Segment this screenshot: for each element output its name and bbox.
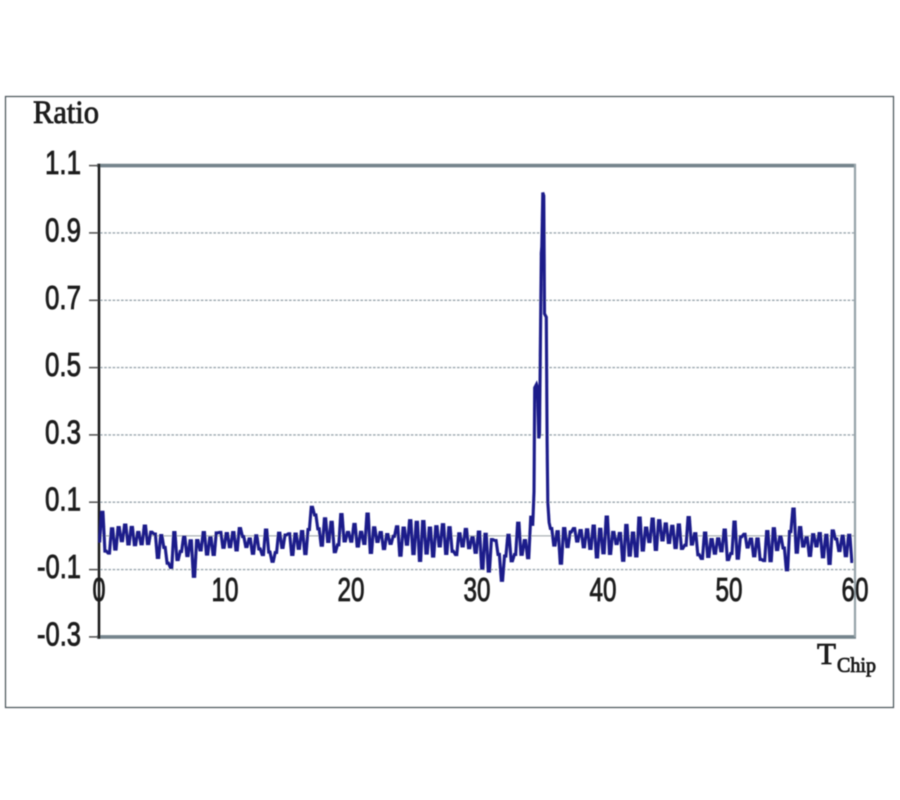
svg-text:10: 10 [212, 571, 239, 608]
svg-text:20: 20 [338, 571, 365, 608]
svg-text:-0.1: -0.1 [37, 548, 81, 585]
svg-text:0: 0 [93, 571, 106, 608]
svg-text:Chip: Chip [837, 653, 876, 677]
svg-text:0.1: 0.1 [45, 481, 81, 518]
svg-text:T: T [817, 636, 836, 671]
svg-text:0.7: 0.7 [45, 279, 81, 316]
svg-text:0.9: 0.9 [45, 211, 81, 248]
svg-text:40: 40 [590, 571, 617, 608]
svg-text:Ratio: Ratio [33, 95, 99, 131]
svg-text:0.5: 0.5 [45, 346, 81, 383]
svg-text:0.3: 0.3 [45, 413, 81, 450]
svg-text:-0.3: -0.3 [37, 615, 81, 652]
svg-text:30: 30 [464, 571, 491, 608]
svg-text:1.1: 1.1 [45, 144, 81, 181]
svg-text:60: 60 [842, 571, 869, 608]
svg-text:50: 50 [716, 571, 743, 608]
